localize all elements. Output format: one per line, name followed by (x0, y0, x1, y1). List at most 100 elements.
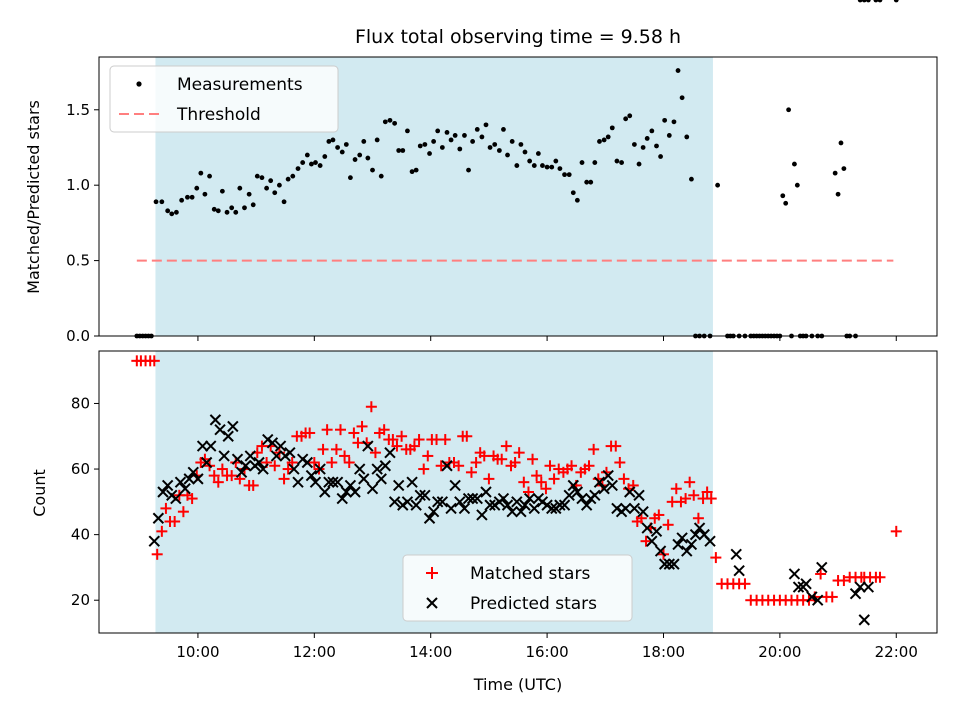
predicted-star-point (506, 505, 518, 518)
predicted-stars-points (148, 414, 875, 626)
measurement-point (405, 128, 410, 134)
predicted-star-point (528, 502, 541, 515)
measurement-point (417, 143, 423, 149)
predicted-star-point (567, 479, 579, 492)
predicted-star-point (641, 522, 653, 534)
measurement-point (522, 149, 528, 155)
measurement-point (636, 161, 642, 167)
predicted-star-point (301, 456, 314, 469)
matched-star-point (453, 460, 465, 472)
top-y-ticks: 0.0 0.5 1.0 1.5 (66, 101, 99, 345)
measurement-point (242, 205, 247, 211)
matched-star-point (701, 486, 713, 498)
measurement-point (198, 170, 204, 176)
measurement-point (374, 137, 380, 143)
predicted-star-point (305, 469, 318, 482)
predicted-star-point (563, 489, 575, 501)
measurement-point (400, 148, 406, 153)
predicted-star-point (174, 476, 187, 488)
predicted-star-point (501, 499, 514, 511)
measurement-point (666, 133, 672, 138)
measurement-point (505, 152, 510, 158)
matched-star-point (470, 456, 482, 468)
measurement-point (281, 199, 287, 205)
predicted-star-point (633, 489, 645, 501)
predicted-star-point (658, 558, 671, 570)
matched-star-point (169, 516, 181, 528)
measurement-point (211, 206, 217, 212)
measurement-point (479, 134, 485, 140)
predicted-star-point (858, 614, 870, 626)
predicted-star-point (292, 476, 304, 488)
predicted-star-point (423, 512, 436, 524)
measurement-point (295, 166, 301, 172)
measurement-point (300, 160, 306, 165)
matched-star-point (435, 460, 447, 472)
matched-star-point (343, 456, 355, 468)
predicted-star-point (410, 499, 422, 511)
x-tick-label: 12:00 (293, 643, 336, 661)
measurement-point (335, 145, 340, 150)
predicted-star-point (375, 473, 387, 485)
predicted-star-point (663, 558, 676, 570)
matched-star-point (535, 476, 547, 488)
matched-star-point (391, 440, 403, 452)
predicted-star-point (419, 489, 431, 501)
predicted-star-point (800, 578, 812, 590)
measurement-point (509, 139, 515, 144)
measurement-point (361, 139, 367, 144)
matched-star-point (148, 355, 160, 367)
predicted-star-point (157, 486, 169, 498)
predicted-star-point (792, 581, 805, 593)
measurement-point (413, 167, 419, 173)
predicted-star-point (183, 473, 195, 485)
matched-star-point (348, 427, 360, 439)
matched-star-point (688, 489, 700, 501)
y-tick-label: 80 (71, 394, 90, 412)
matched-star-point (540, 483, 552, 495)
predicted-star-point (523, 492, 536, 505)
matched-star-point (356, 420, 368, 432)
y-tick-label: 0.5 (66, 252, 90, 270)
measurement-point (357, 152, 363, 158)
measurement-point (427, 151, 432, 156)
measurement-point (215, 208, 221, 214)
predicted-star-point (253, 456, 265, 469)
predicted-star-point (854, 581, 866, 593)
matched-star-point (335, 424, 347, 436)
legend-measurements-label: Measurements (177, 75, 303, 95)
predicted-star-point (462, 492, 475, 505)
measurement-points (134, 0, 899, 339)
top-axes-frame (98, 56, 938, 337)
y-tick-label: 1.0 (66, 176, 90, 194)
measurement-point (644, 136, 650, 141)
top-legend: Measurements Threshold (109, 65, 339, 133)
predicted-star-point (192, 473, 204, 485)
measurement-point (250, 202, 256, 208)
measurement-point (841, 166, 847, 172)
x-tick-label: 18:00 (642, 643, 685, 661)
bottom-y-ticks: 20 40 60 80 (71, 394, 99, 609)
measurement-point (496, 148, 502, 153)
predicted-star-point (580, 499, 593, 511)
predicted-star-point (693, 522, 706, 534)
matched-star-point (216, 463, 228, 475)
measurement-point (179, 197, 185, 203)
predicted-star-point (681, 545, 693, 557)
measurements-legend-marker (136, 81, 142, 87)
matched-star-point (518, 476, 530, 488)
measurement-point (873, 0, 879, 3)
predicted-star-point (511, 496, 523, 508)
measurement-point (574, 197, 580, 203)
matched-star-point (513, 447, 525, 459)
matched-star-point (522, 486, 534, 498)
measurement-point (838, 140, 844, 146)
measurement-point (570, 190, 576, 196)
predicted-star-point (646, 535, 658, 547)
predicted-star-point (650, 525, 663, 538)
predicted-star-point (379, 460, 392, 472)
matched-star-point (339, 450, 351, 462)
measurement-point (378, 173, 384, 179)
measurement-point (627, 113, 633, 119)
predicted-star-point (366, 483, 379, 495)
